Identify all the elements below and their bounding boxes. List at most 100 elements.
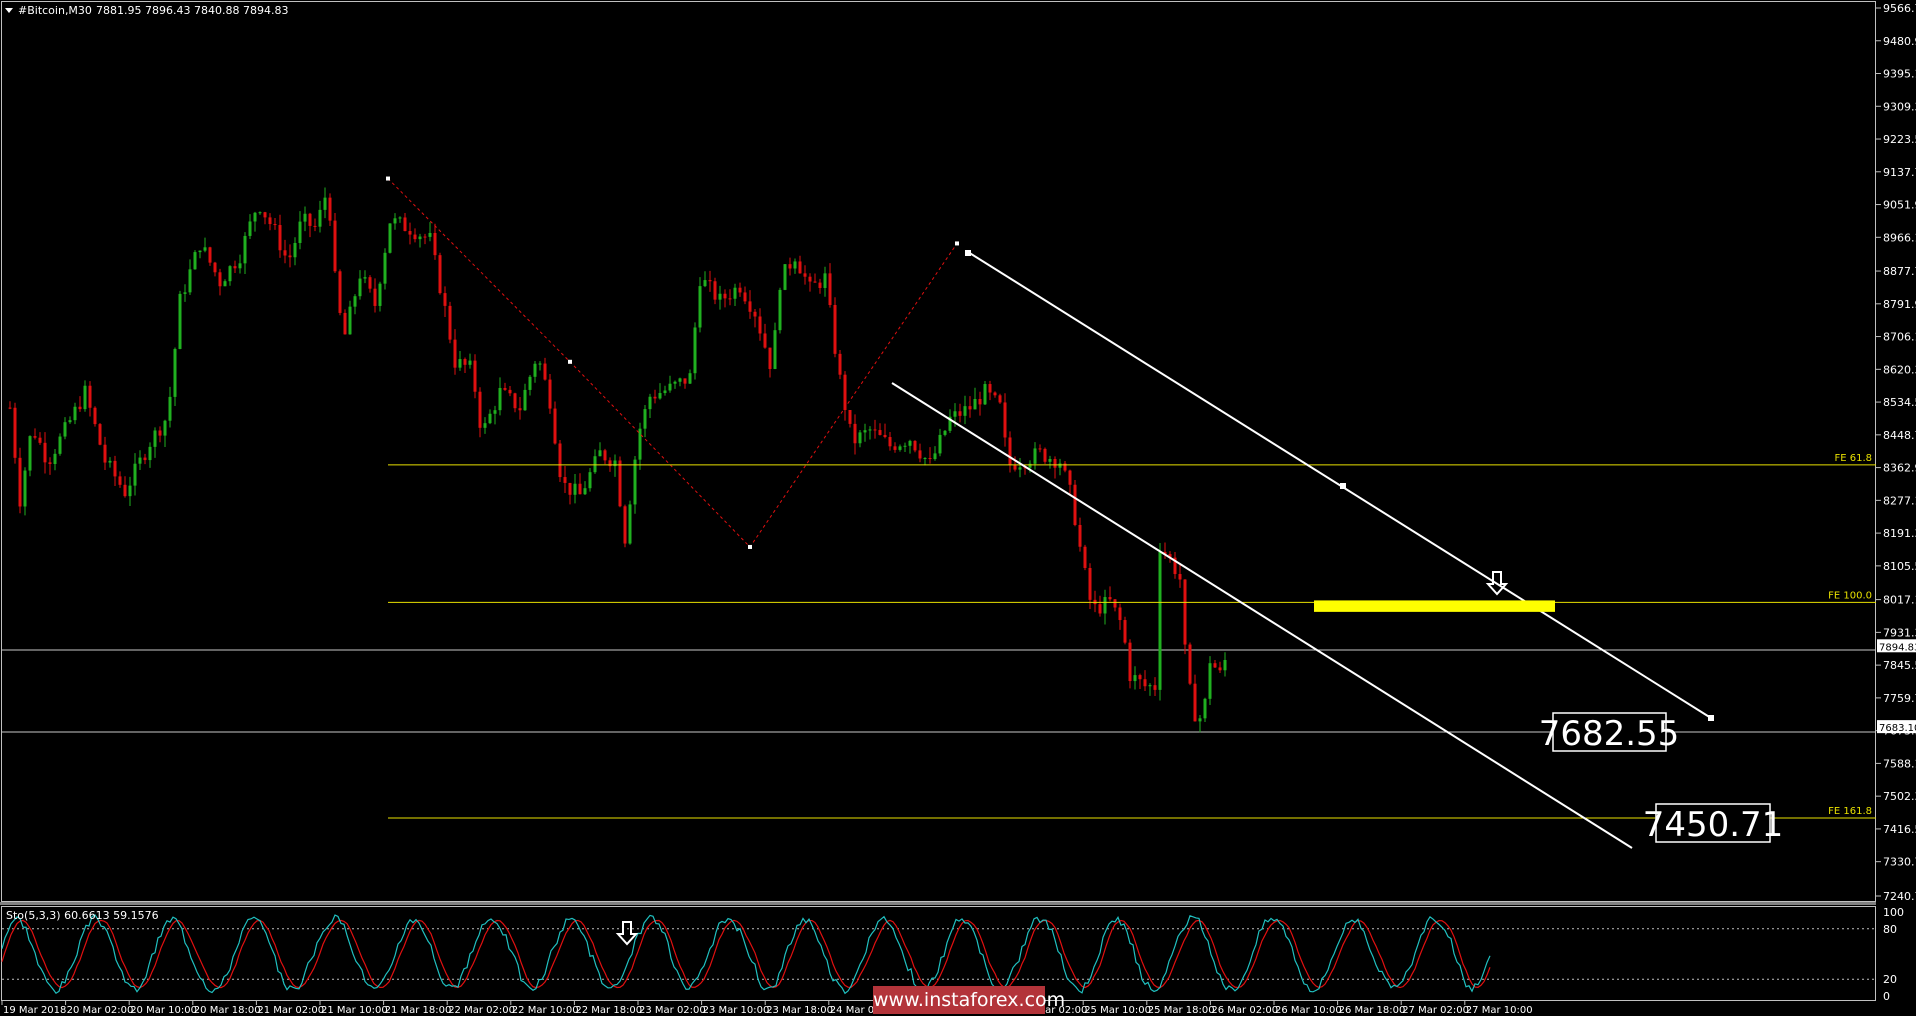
annotation-7682[interactable]: 7682.55: [1539, 712, 1680, 754]
price-axis[interactable]: 9566.70 9480.90 9395.10 9309.30 9223.50 9137.…: [1876, 2, 1916, 903]
candle-body: [413, 234, 417, 240]
price-tick-label: 9223.50: [1883, 133, 1916, 146]
candle-body: [953, 411, 957, 417]
candle-body: [378, 283, 382, 306]
candle-body: [483, 423, 487, 428]
price-tick-label: 7845.50: [1883, 659, 1916, 672]
resistance-zone[interactable]: [1314, 600, 1555, 612]
zigzag-point: [748, 544, 752, 549]
stoch-signal-line: [1, 919, 1491, 989]
candle-body: [418, 236, 422, 240]
time-tick-label: 25 Mar 18:00: [1148, 1005, 1215, 1016]
stochastic-oscillator: [1, 914, 1876, 995]
candle-body: [688, 373, 692, 384]
candle-body: [893, 446, 897, 450]
candle-body: [113, 460, 117, 477]
candle-body: [78, 406, 82, 410]
candle-body: [818, 282, 822, 288]
candle-body: [1073, 484, 1077, 525]
candle-body: [698, 286, 702, 328]
candle-body: [568, 482, 572, 495]
candle-body: [443, 293, 447, 306]
candle-body: [1078, 524, 1082, 547]
time-tick-label: 22 Mar 18:00: [575, 1005, 642, 1016]
candle-body: [933, 453, 937, 460]
candle-body: [1213, 663, 1217, 668]
candle-body: [908, 440, 912, 446]
candle-body: [303, 213, 307, 222]
candle-body: [558, 443, 562, 478]
chart-symbol: #Bitcoin,M30: [18, 4, 92, 17]
candle-body: [138, 457, 142, 464]
candle-body: [878, 430, 882, 435]
candle-body: [203, 247, 207, 251]
candle-body: [173, 348, 177, 397]
annotation-7682-text: 7682.55: [1539, 714, 1680, 754]
candle-body: [353, 296, 357, 307]
price-tag: [1877, 639, 1916, 653]
time-tick-label: 23 Mar 02:00: [639, 1005, 706, 1016]
fib-level-label: FE 61.8: [1834, 453, 1872, 464]
candle-body: [493, 410, 497, 414]
candle-body: [153, 430, 157, 447]
candle-body: [38, 437, 42, 443]
time-tick-label: 27 Mar 02:00: [1402, 1005, 1469, 1016]
watermark-banner[interactable]: www.instaforex.com: [873, 986, 1065, 1014]
candle-body: [1193, 683, 1197, 722]
main-chart-frame: [1, 1, 1876, 902]
candle-body: [468, 360, 472, 365]
candle-body: [273, 224, 277, 226]
candle-body: [318, 209, 322, 227]
candle-body: [1198, 718, 1202, 722]
candle-body: [603, 450, 607, 461]
candle-body: [148, 446, 152, 461]
candle-body: [648, 396, 652, 410]
time-tick-label: 23 Mar 18:00: [766, 1005, 833, 1016]
channel-anchor-end[interactable]: [1708, 715, 1714, 721]
candle-body: [143, 457, 147, 461]
candle-body: [988, 384, 992, 393]
annotation-7450[interactable]: 7450.71: [1643, 803, 1784, 845]
candle-body: [713, 281, 717, 300]
candle-body: [798, 261, 802, 274]
candle-body: [248, 221, 252, 236]
time-tick-label: 21 Mar 02:00: [257, 1005, 324, 1016]
channel-anchor-mid[interactable]: [1340, 483, 1346, 489]
candle-body: [1058, 463, 1062, 468]
price-tick-label: 8877.70: [1883, 265, 1916, 278]
channel-lower-line[interactable]: [891, 382, 1633, 849]
down-arrow-icon: [615, 921, 639, 946]
candle-body: [583, 488, 587, 495]
candle-body: [243, 235, 247, 264]
candle-body: [883, 434, 887, 438]
candle-body: [1153, 685, 1157, 690]
candle-body: [498, 387, 502, 411]
time-tick-label: 25 Mar 10:00: [1084, 1005, 1151, 1016]
candle-body: [608, 460, 612, 467]
candle-body: [383, 252, 387, 284]
candle-body: [1203, 698, 1207, 719]
candle-body: [1168, 554, 1172, 558]
triangle-down-icon[interactable]: [5, 8, 13, 13]
channel-upper-line[interactable]: [967, 251, 1712, 719]
candle-body: [1178, 574, 1182, 580]
price-tick-label: 8706.10: [1883, 331, 1916, 344]
candle-body: [308, 213, 312, 226]
candle-body: [1033, 448, 1037, 464]
candle-body: [803, 273, 807, 277]
candle-body: [348, 306, 352, 335]
candle-body: [68, 420, 72, 423]
price-tick-label: 9566.70: [1883, 2, 1916, 15]
candle-body: [48, 462, 52, 464]
time-tick-label: 27 Mar 10:00: [1466, 1005, 1533, 1016]
channel-anchor-start[interactable]: [965, 250, 971, 256]
time-tick-label: 22 Mar 02:00: [448, 1005, 515, 1016]
price-tick-label: 8277.10: [1883, 494, 1916, 507]
candle-body: [763, 333, 767, 348]
time-tick-label: 26 Mar 02:00: [1211, 1005, 1278, 1016]
price-tag-label: 7683.10: [1879, 723, 1916, 734]
candle-body: [1158, 551, 1162, 690]
